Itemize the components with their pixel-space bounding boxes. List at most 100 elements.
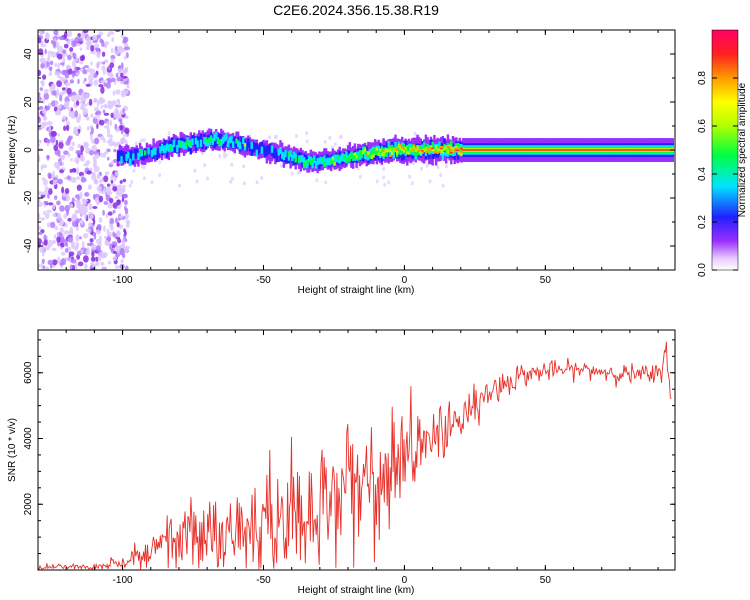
ridge-cell	[439, 149, 443, 153]
ridge-cell	[460, 146, 463, 153]
ridge-cell	[152, 148, 155, 156]
ridge-cell	[247, 142, 250, 155]
noise-dot	[121, 196, 125, 202]
ridge-cell	[434, 145, 438, 149]
ridge-cell	[527, 149, 531, 151]
ridge-cell	[155, 150, 159, 161]
noise-dot	[67, 137, 72, 142]
noise-dot	[47, 193, 50, 199]
noise-dot	[57, 178, 63, 185]
ridge-cell	[204, 137, 208, 143]
ridge-cell	[482, 149, 485, 151]
noise-dot	[115, 246, 119, 253]
ridge-cell	[372, 148, 375, 155]
noise-dot	[91, 144, 97, 152]
ridge-cell	[228, 136, 231, 144]
ridge-cell	[348, 156, 351, 162]
noise-dot	[116, 205, 121, 210]
ridge-cell	[563, 149, 566, 151]
noise-dot	[128, 183, 132, 188]
noise-dot	[104, 240, 109, 246]
colorbar-ticks: 0.0 0.2 0.4 0.6 0.8	[697, 71, 738, 277]
noise-dot	[420, 166, 423, 171]
noise-dot	[66, 87, 72, 95]
ridge-cell	[167, 145, 171, 161]
noise-dot	[63, 43, 69, 49]
ridge-cell	[372, 154, 375, 158]
ridge-cell	[201, 130, 204, 146]
noise-dot	[106, 148, 111, 153]
noise-dot	[103, 201, 108, 205]
y-tick-label: 0	[23, 147, 34, 153]
ridge-cell	[164, 145, 167, 153]
y-tick-label: 6000	[23, 361, 34, 384]
ridge-cell	[353, 152, 357, 159]
ridge-cell	[402, 143, 406, 150]
ridge-cell	[473, 149, 477, 151]
noise-dot	[52, 41, 57, 48]
ridge-cell	[362, 149, 365, 162]
noise-dot	[82, 233, 89, 239]
noise-dot	[323, 139, 327, 144]
noise-dot	[59, 205, 65, 212]
noise-dot	[77, 261, 84, 267]
ridge-cell	[125, 153, 128, 161]
x-tick-label: 0	[402, 275, 408, 286]
ridge-cell	[406, 150, 409, 155]
ridge-cell	[461, 149, 465, 151]
noise-dot	[38, 96, 42, 102]
ridge-cell	[287, 151, 291, 157]
ridge-cell	[543, 149, 546, 151]
noise-dot	[109, 119, 113, 127]
noise-dot	[100, 105, 103, 109]
ridge-cell	[649, 149, 652, 151]
ridge-cell	[145, 149, 149, 159]
ridge-cell	[318, 157, 321, 165]
noise-dot	[122, 186, 126, 193]
ridge-cell	[198, 136, 201, 148]
ridge-cell	[571, 149, 575, 151]
noise-dot	[122, 89, 129, 95]
ridge-cell	[580, 149, 583, 151]
ridge-cell	[128, 158, 132, 167]
ridge-cell	[289, 150, 292, 157]
noise-dot	[104, 125, 110, 129]
noise-dot	[121, 252, 126, 259]
ridge-cell	[456, 149, 460, 153]
noise-dot	[38, 231, 43, 235]
ridge-cell	[414, 148, 417, 152]
ridge-cell	[368, 152, 372, 159]
noise-dot	[76, 184, 82, 191]
noise-dot	[86, 170, 92, 175]
noise-dot	[49, 60, 54, 66]
noise-dot	[57, 62, 60, 70]
ridge-cell	[130, 150, 133, 160]
ridge-cell	[412, 145, 416, 149]
ridge-cell	[417, 149, 421, 153]
noise-dot	[84, 263, 88, 270]
ridge-cell	[470, 149, 473, 151]
ridge-cell	[242, 141, 245, 151]
ridge-cell	[438, 148, 441, 153]
colorbar-gradient	[711, 29, 739, 271]
noise-dot	[290, 171, 294, 176]
noise-dot	[88, 222, 92, 228]
ridge-cell	[346, 156, 350, 163]
noise-dot	[68, 251, 75, 257]
ridge-cell	[629, 149, 632, 151]
ridge-cell	[423, 142, 426, 149]
ridge-cell	[448, 146, 451, 149]
ridge-cell	[147, 147, 150, 155]
noise-dot	[67, 153, 71, 158]
ridge-cell	[367, 151, 370, 155]
ridge-cell	[448, 148, 451, 156]
ridge-cell	[588, 149, 592, 151]
noise-dot	[94, 47, 101, 52]
ridge-cell	[279, 151, 282, 162]
ridge-cell	[661, 149, 664, 151]
noise-dot	[112, 90, 116, 96]
noise-dot	[115, 89, 121, 95]
ridge-cell	[509, 149, 512, 151]
ridge-cell	[208, 137, 211, 143]
ridge-cell	[396, 148, 399, 151]
